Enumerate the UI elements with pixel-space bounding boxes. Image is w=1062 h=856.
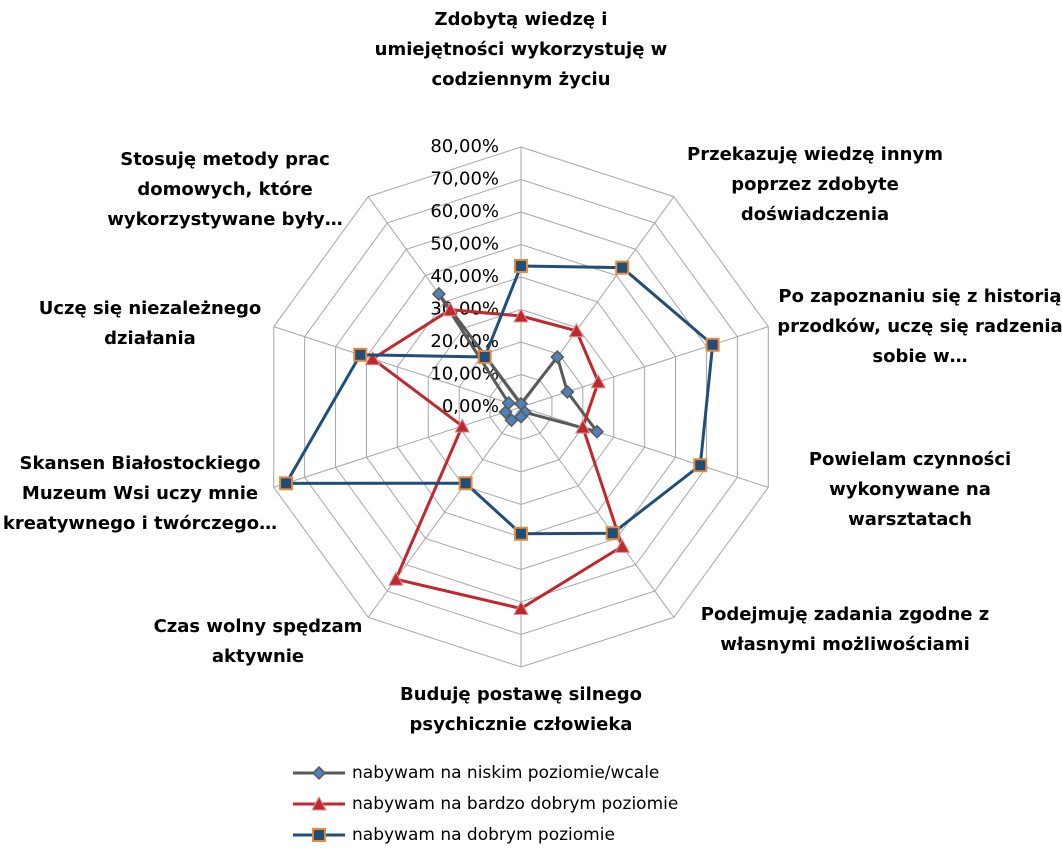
legend-text: nabywam na bardzo dobrym poziomie [352, 794, 678, 814]
tick-label: 20,00% [430, 331, 499, 352]
tick-label: 60,00% [430, 201, 499, 222]
category-label: Przekazuję wiedzę innym poprzez zdobyte … [687, 144, 943, 225]
category-label: Po zapoznaniu się z historią przodków, u… [777, 286, 1062, 367]
point [513, 600, 529, 615]
point [458, 476, 473, 491]
point [454, 418, 471, 433]
tick-label: 10,00% [430, 364, 499, 385]
tick-label: 40,00% [430, 266, 499, 287]
category-label: Uczę się niezależnego działania [38, 298, 262, 349]
point [388, 571, 404, 586]
category-label: Czas wolny spędzam aktywnie [153, 616, 363, 667]
point [605, 526, 620, 541]
point [513, 307, 529, 323]
point [514, 526, 528, 541]
legend-marker [311, 795, 327, 811]
legend-text: nabywam na niskim poziomie/wcale [352, 763, 659, 783]
point [590, 373, 607, 389]
tick-label: 50,00% [430, 234, 499, 255]
point [279, 476, 294, 491]
point [568, 322, 585, 338]
point [614, 538, 631, 553]
point [364, 350, 381, 366]
point [504, 413, 519, 428]
spoke [273, 406, 522, 488]
legend-text: nabywam na dobrym poziomie [352, 825, 615, 845]
legend-marker [312, 828, 326, 842]
point [353, 347, 368, 362]
point [560, 384, 575, 399]
point [514, 258, 528, 273]
category-label: Podejmuję zadania zgodne z własnymi możl… [700, 604, 990, 655]
category-label: Buduję postawę silnego psychicznie człow… [399, 684, 643, 735]
category-label: Powielam czynności wykonywane na warszta… [808, 449, 1012, 530]
point [477, 350, 492, 365]
point [615, 260, 630, 275]
point [550, 349, 565, 365]
point [589, 424, 605, 439]
tick-label: 80,00% [430, 136, 499, 157]
spoke [273, 326, 522, 408]
tick-label: 0,00% [442, 396, 499, 417]
category-label: Stosuję metody prac domowych, które wyko… [107, 149, 343, 230]
point [693, 458, 708, 473]
point [431, 286, 446, 302]
point [501, 395, 516, 411]
point [705, 337, 720, 352]
category-label: Zdobytą wiedzę i umiejętności wykorzystu… [374, 9, 668, 90]
category-label: Skansen Białostockiego Muzeum Wsi uczy m… [2, 453, 278, 534]
point [442, 301, 459, 317]
spoke [520, 406, 769, 488]
legend-marker [311, 765, 327, 781]
point [574, 419, 591, 434]
tick-label: 70,00% [430, 169, 499, 190]
spoke [520, 406, 675, 618]
